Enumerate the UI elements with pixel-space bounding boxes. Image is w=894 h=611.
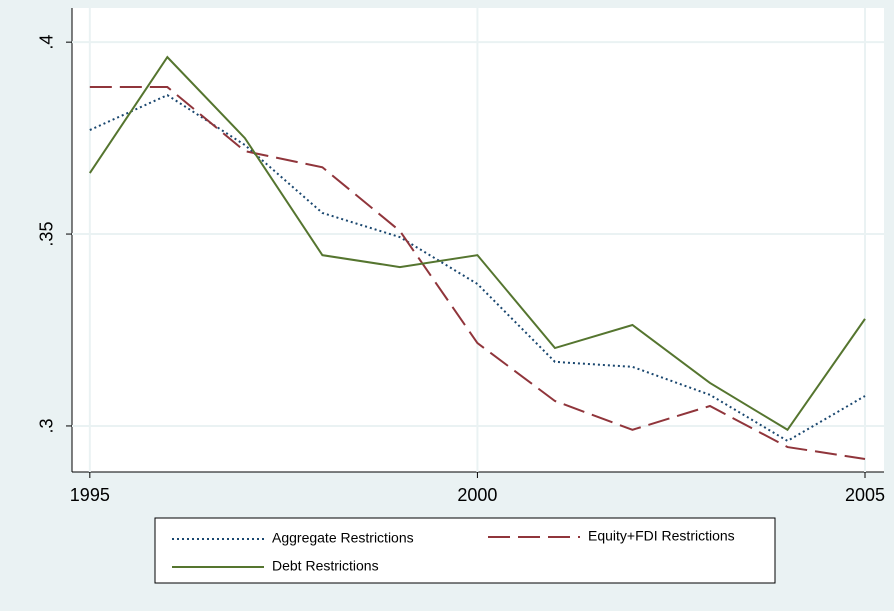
- legend-label: Debt Restrictions: [272, 558, 379, 574]
- y-tick-label: .4: [37, 35, 57, 50]
- y-tick-label: .3: [37, 418, 57, 433]
- series-line: [89, 93, 866, 443]
- legend-label: Equity+FDI Restrictions: [588, 528, 735, 544]
- legend-entries: Aggregate Restrictions Equity+FDI Restric…: [172, 528, 735, 574]
- x-tick-label: 1995: [70, 485, 110, 505]
- legend-label: Aggregate Restrictions: [272, 530, 414, 546]
- series-line: [88, 55, 866, 432]
- x-tick-label: 2000: [457, 485, 497, 505]
- series-line: [89, 86, 866, 460]
- y-tick-label: .35: [37, 222, 57, 247]
- x-tick-label: 2005: [845, 485, 885, 505]
- legend: [154, 517, 776, 584]
